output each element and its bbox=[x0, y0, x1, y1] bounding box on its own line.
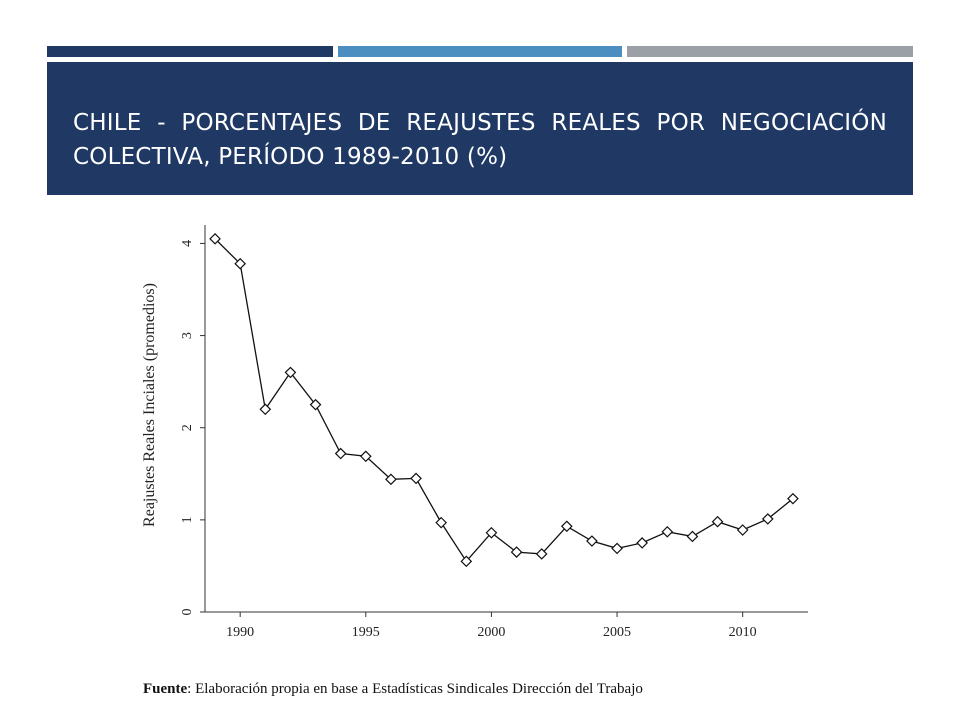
series-markers bbox=[209, 232, 799, 568]
x-tick-label: 1990 bbox=[226, 625, 254, 640]
data-point-marker bbox=[359, 450, 372, 463]
title-band: CHILE - PORCENTAJES DE REAJUSTES REALES … bbox=[47, 62, 913, 195]
data-point-marker bbox=[410, 472, 422, 485]
data-point-marker bbox=[761, 513, 774, 525]
line-chart: Reajustes Reales Inciales (promedios) 0 1… bbox=[141, 225, 808, 640]
data-point-marker bbox=[787, 492, 799, 505]
x-tick-label: 1995 bbox=[352, 625, 380, 640]
data-point-marker bbox=[586, 535, 598, 547]
slide-title: CHILE - PORCENTAJES DE REAJUSTES REALES … bbox=[73, 110, 887, 170]
y-tick-label: 1 bbox=[180, 516, 195, 523]
x-tick-label: 2005 bbox=[603, 625, 631, 640]
data-point-marker bbox=[560, 520, 573, 533]
data-point-marker bbox=[636, 537, 649, 549]
data-point-marker bbox=[711, 515, 724, 528]
data-point-marker bbox=[334, 447, 347, 460]
data-point-marker bbox=[309, 398, 322, 411]
x-tick-label: 2010 bbox=[729, 625, 757, 640]
y-tick-label: 0 bbox=[180, 609, 195, 616]
series-line bbox=[214, 238, 794, 563]
source-text: : Elaboración propia en base a Estadísti… bbox=[187, 681, 643, 697]
y-tick-label: 4 bbox=[180, 240, 195, 247]
data-point-marker bbox=[661, 525, 674, 538]
data-point-marker bbox=[686, 530, 699, 543]
data-point-marker bbox=[259, 403, 272, 416]
y-axis-label: Reajustes Reales Inciales (promedios) bbox=[141, 283, 158, 527]
x-tick-label: 2000 bbox=[477, 625, 505, 640]
source-label: Fuente bbox=[143, 681, 188, 697]
accent-bar-gray bbox=[627, 46, 913, 57]
data-point-marker bbox=[385, 473, 397, 486]
data-point-marker bbox=[460, 555, 473, 568]
data-point-marker bbox=[535, 548, 548, 560]
data-point-marker bbox=[234, 257, 247, 270]
data-point-marker bbox=[209, 232, 221, 245]
y-tick-label: 2 bbox=[180, 424, 195, 431]
accent-bar-blue bbox=[338, 46, 622, 57]
y-tick-label: 3 bbox=[180, 332, 195, 339]
data-point-marker bbox=[736, 524, 749, 536]
data-point-marker bbox=[611, 542, 623, 555]
source-note: Fuente: Elaboración propia en base a Est… bbox=[143, 681, 643, 698]
accent-bar-navy bbox=[47, 46, 333, 57]
data-point-marker bbox=[510, 546, 523, 558]
data-point-marker bbox=[435, 516, 448, 529]
data-point-marker bbox=[284, 366, 297, 379]
axis-ticks: 0 1 2 3 4 1990 1995 2000 2005 2010 bbox=[180, 240, 757, 640]
data-point-marker bbox=[485, 526, 498, 539]
